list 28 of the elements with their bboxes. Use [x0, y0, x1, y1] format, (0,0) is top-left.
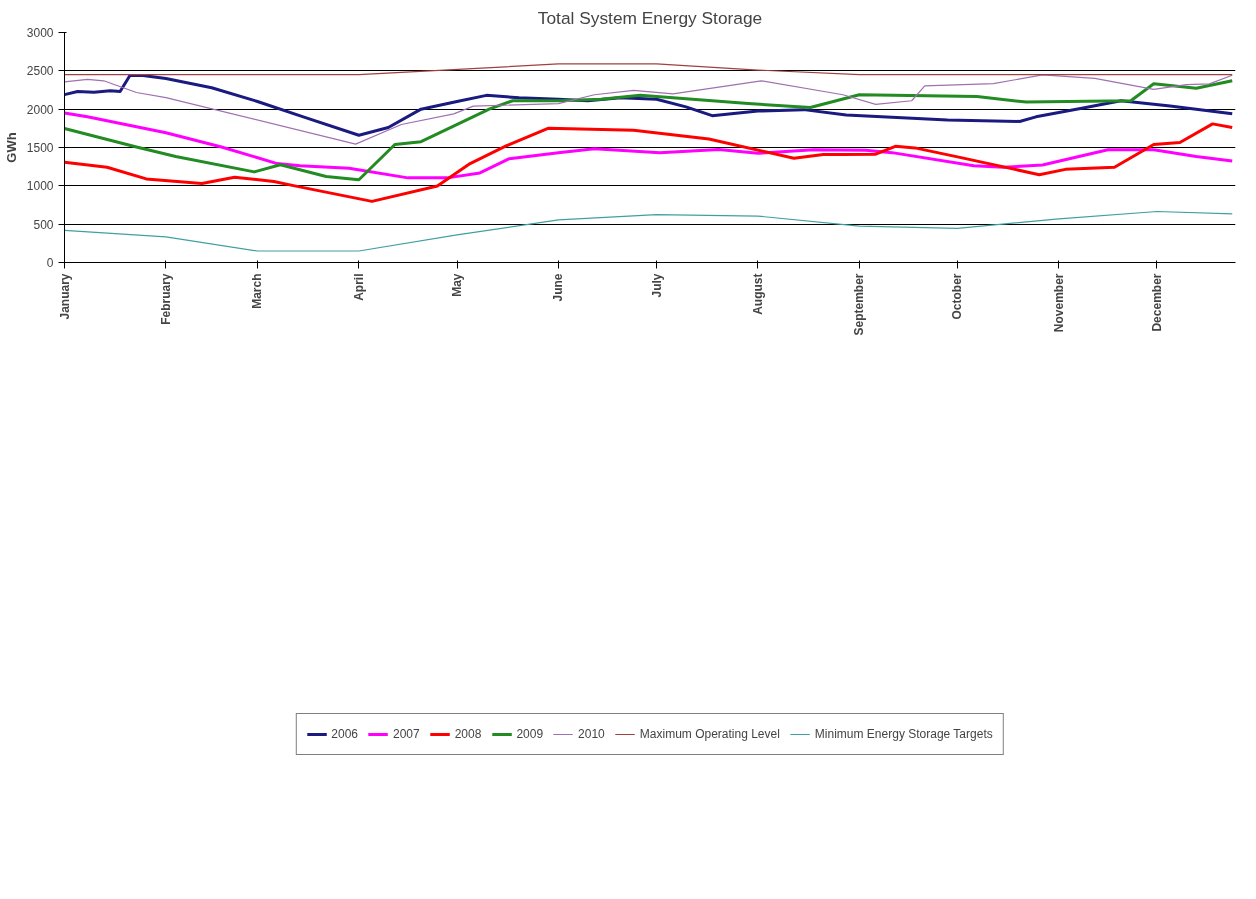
x-tick-label: August [750, 273, 765, 315]
x-tick-label: March [250, 273, 265, 309]
y-tick-label: 3000 [26, 26, 54, 40]
y-tick-label: 0 [46, 256, 54, 270]
legend-label: 2007 [392, 727, 420, 741]
legend-label: Minimum Energy Storage Targets [814, 727, 993, 741]
chart-title: Total System Energy Storage [537, 7, 763, 28]
legend-label: 2009 [516, 727, 544, 741]
legend-label: 2006 [331, 727, 358, 741]
x-tick-label: June [551, 273, 566, 302]
x-tick-label: February [158, 273, 173, 325]
legend-label: 2008 [454, 727, 482, 741]
legend-label: Maximum Operating Level [639, 727, 780, 741]
x-tick-label: November [1051, 273, 1066, 333]
x-tick-label: January [57, 273, 72, 320]
x-tick-label: December [1150, 273, 1164, 332]
y-tick-label: 2000 [26, 102, 54, 117]
x-tick-label: September [852, 273, 867, 336]
y-axis-title: GWh [3, 132, 19, 163]
x-tick-label: May [450, 273, 465, 297]
y-tick-label: 1000 [26, 179, 54, 194]
y-tick-label: 2500 [26, 64, 54, 79]
y-tick-label: 1500 [26, 141, 54, 155]
x-tick-label: April [351, 273, 366, 301]
legend-label: 2010 [578, 727, 605, 741]
y-tick-label: 500 [33, 217, 54, 232]
x-tick-label: July [649, 273, 664, 298]
x-tick-label: October [950, 273, 965, 320]
